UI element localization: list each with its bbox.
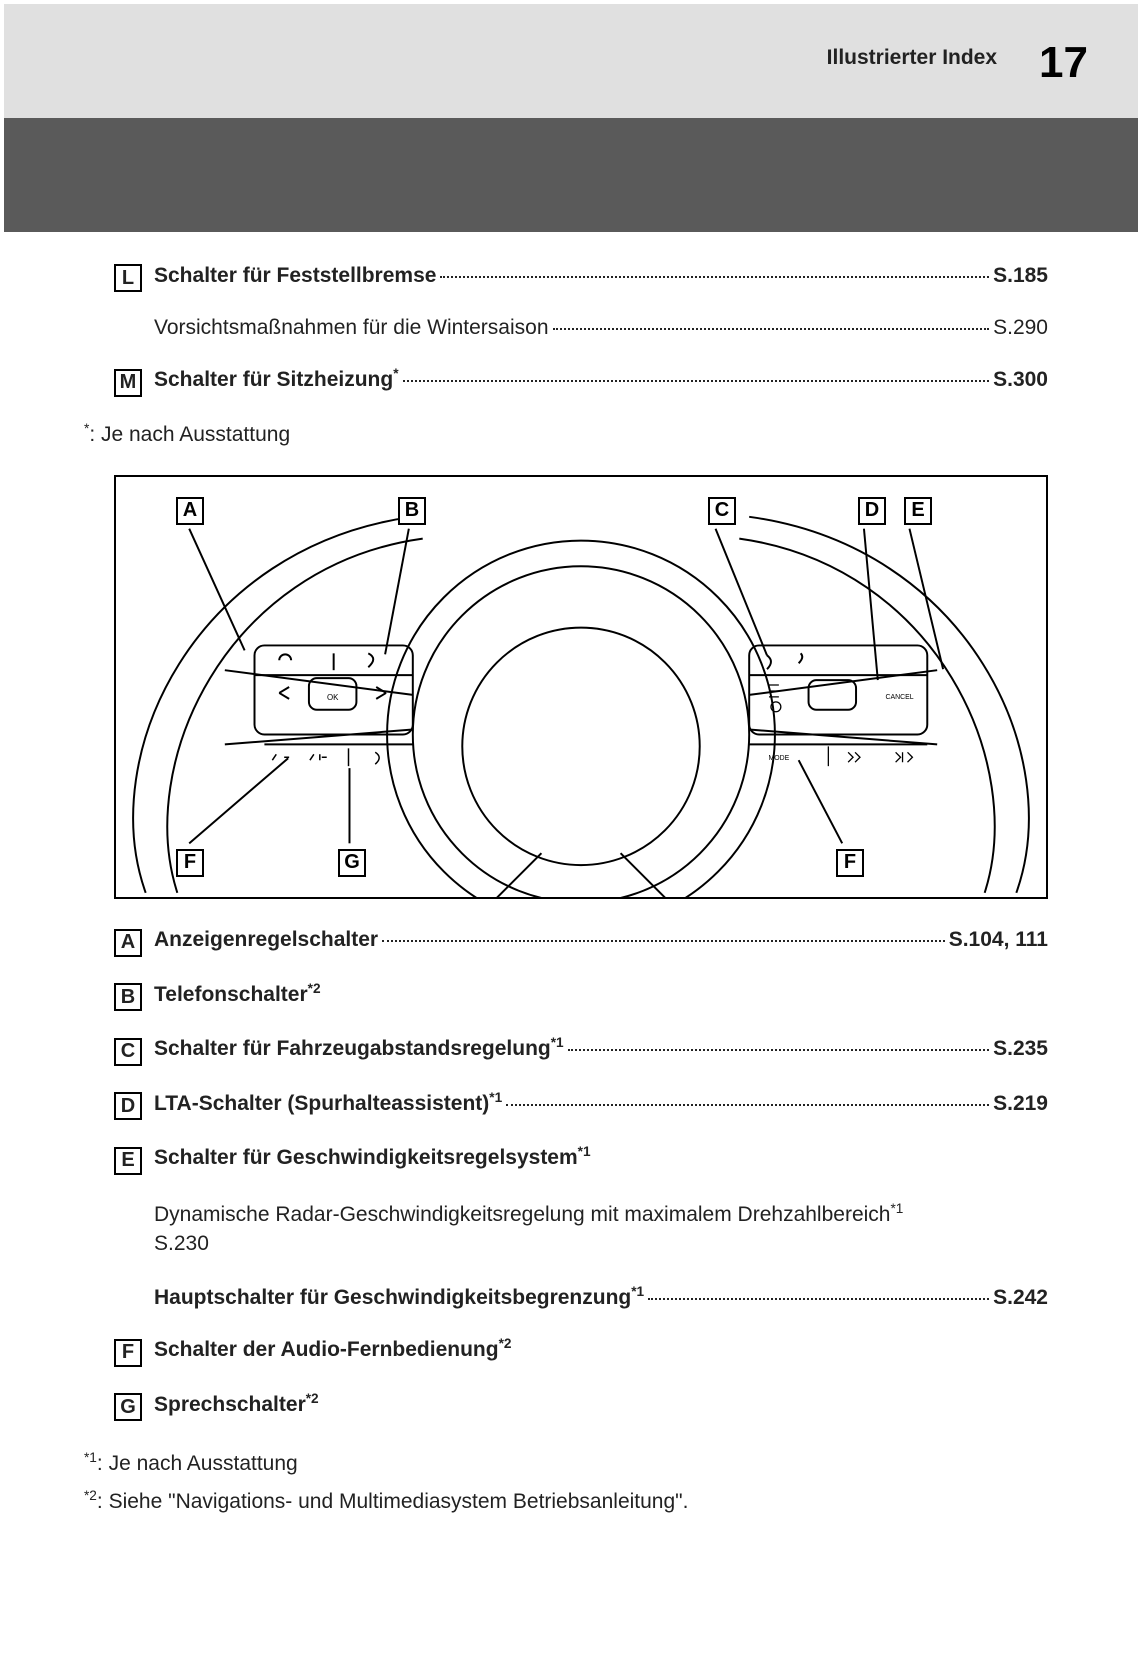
- toc-page: S.235: [993, 1037, 1048, 1061]
- toc-text: Schalter für Geschwindigkeitsregelsystem…: [154, 1144, 591, 1170]
- toc-page: S.230: [154, 1232, 209, 1255]
- toc-text: Schalter der Audio-Fernbedienung*2: [154, 1336, 512, 1362]
- letter-box-M: M: [114, 369, 142, 397]
- toc-line-G: G Sprechschalter*2: [114, 1391, 1048, 1420]
- footnote-text: Siehe "Navigations- und Multimediasystem…: [109, 1490, 689, 1513]
- toc-line-F: F Schalter der Audio-Fernbedienung*2: [114, 1336, 1048, 1365]
- diagram-label-G: G: [338, 849, 366, 877]
- toc-line-B: B Telefonschalter*2: [114, 981, 1048, 1010]
- toc-line-C: C Schalter für Fahrzeugabstandsregelung*…: [114, 1035, 1048, 1064]
- letter-box-F: F: [114, 1339, 142, 1367]
- toc-text-inner: Schalter für Sitzheizung: [154, 368, 393, 391]
- toc-text: Anzeigenregelschalter: [154, 928, 378, 952]
- toc-line-sub: Vorsichtsmaßnahmen für die Wintersaison …: [154, 316, 1048, 340]
- toc-text-inner: Schalter für Fahrzeugabstandsregelung: [154, 1037, 551, 1060]
- svg-text:OK: OK: [327, 692, 339, 701]
- toc-page: S.185: [993, 264, 1048, 288]
- dots: [382, 940, 945, 942]
- toc-text: Sprechschalter*2: [154, 1391, 319, 1417]
- toc-text: Schalter für Sitzheizung*: [154, 366, 399, 392]
- footnote-top: *: Je nach Ausstattung: [84, 421, 1048, 447]
- letter-box-D: D: [114, 1092, 142, 1120]
- dots: [568, 1049, 989, 1051]
- footnote-mark: *1: [84, 1450, 97, 1465]
- toc-page: S.300: [993, 368, 1048, 392]
- sup: *2: [308, 981, 321, 996]
- header-page-number: 17: [1039, 46, 1088, 80]
- sup: *1: [631, 1284, 644, 1299]
- toc-text: Schalter für Fahrzeugabstandsregelung*1: [154, 1035, 564, 1061]
- letter-box-B: B: [114, 983, 142, 1011]
- steering-wheel-svg: OK CANCEL MODE: [116, 477, 1046, 897]
- footnote-2: *2: Siehe "Navigations- und Multimediasy…: [84, 1483, 1048, 1521]
- diagram-label-D: D: [858, 497, 886, 525]
- diagram-label-E: E: [904, 497, 932, 525]
- svg-text:CANCEL: CANCEL: [886, 693, 914, 700]
- toc-line-E-sub1: Dynamische Radar-Geschwindigkeitsregelun…: [154, 1199, 1048, 1259]
- toc-line-D: D LTA-Schalter (Spurhalteassistent)*1 S.…: [114, 1090, 1048, 1119]
- letter-box-G: G: [114, 1393, 142, 1421]
- toc-line-L: L Schalter für Feststellbremse S.185: [114, 262, 1048, 290]
- toc-page: S.242: [993, 1286, 1048, 1310]
- toc-line-E: E Schalter für Geschwindigkeitsregelsyst…: [114, 1144, 1048, 1173]
- footnote-mark: *: [84, 421, 89, 436]
- toc-text: LTA-Schalter (Spurhalteassistent)*1: [154, 1090, 502, 1116]
- letter-box-E: E: [114, 1147, 142, 1175]
- toc-text-inner: Sprechschalter: [154, 1393, 306, 1416]
- toc-text-inner: Schalter der Audio-Fernbedienung: [154, 1338, 499, 1361]
- toc-page: S.290: [993, 316, 1048, 340]
- toc-page: S.104, 111: [949, 928, 1048, 952]
- page-container: Illustrierter Index 17 L Schalter für Fe…: [0, 0, 1142, 1654]
- sup: *2: [306, 1391, 319, 1406]
- header-section-name: Illustrierter Index: [827, 46, 997, 70]
- sup: *2: [499, 1336, 512, 1351]
- footnote-1: *1: Je nach Ausstattung: [84, 1445, 1048, 1483]
- steering-wheel-diagram: OK CANCEL MODE A B C D E F G F: [114, 475, 1048, 899]
- toc-text: Vorsichtsmaßnahmen für die Wintersaison: [154, 316, 549, 340]
- letter-box-A: A: [114, 929, 142, 957]
- footnotes-block: *1: Je nach Ausstattung *2: Siehe "Navig…: [84, 1445, 1048, 1521]
- sup: *1: [578, 1144, 591, 1159]
- diagram-label-C: C: [708, 497, 736, 525]
- toc-page: S.219: [993, 1092, 1048, 1116]
- toc-text: Hauptschalter für Geschwindigkeitsbegren…: [154, 1284, 644, 1310]
- footnote-mark: *2: [84, 1488, 97, 1503]
- footnote-text: Je nach Ausstattung: [101, 423, 290, 446]
- diagram-label-B: B: [398, 497, 426, 525]
- sup: *: [393, 366, 398, 381]
- dots: [506, 1104, 989, 1106]
- page-header: Illustrierter Index 17: [4, 4, 1138, 118]
- toc-text-inner: Hauptschalter für Geschwindigkeitsbegren…: [154, 1286, 631, 1309]
- dots: [648, 1298, 989, 1300]
- toc-text-inner: Telefonschalter: [154, 983, 308, 1006]
- footnote-text: Je nach Ausstattung: [109, 1452, 298, 1475]
- toc-line-A: A Anzeigenregelschalter S.104, 111: [114, 927, 1048, 955]
- letter-box-L: L: [114, 264, 142, 292]
- toc-line-M: M Schalter für Sitzheizung* S.300: [114, 366, 1048, 395]
- toc-text-inner: Schalter für Geschwindigkeitsregelsystem: [154, 1146, 578, 1169]
- toc-text: Schalter für Feststellbremse: [154, 264, 436, 288]
- header-dark-bar: [4, 118, 1138, 232]
- dots: [403, 380, 990, 382]
- svg-text:MODE: MODE: [769, 755, 790, 762]
- toc-text: Telefonschalter*2: [154, 981, 321, 1007]
- sup: *1: [551, 1035, 564, 1050]
- toc-text-inner: LTA-Schalter (Spurhalteassistent): [154, 1092, 489, 1115]
- dots: [553, 328, 990, 330]
- toc-text-inner: Dynamische Radar-Geschwindigkeitsregelun…: [154, 1203, 890, 1226]
- dots: [440, 276, 989, 278]
- sup: *1: [890, 1201, 903, 1216]
- letter-box-C: C: [114, 1038, 142, 1066]
- page-content: L Schalter für Feststellbremse S.185 Vor…: [4, 232, 1138, 1521]
- diagram-label-F2: F: [836, 849, 864, 877]
- diagram-label-A: A: [176, 497, 204, 525]
- diagram-label-F1: F: [176, 849, 204, 877]
- sup: *1: [489, 1090, 502, 1105]
- toc-line-E-sub2: Hauptschalter für Geschwindigkeitsbegren…: [154, 1284, 1048, 1310]
